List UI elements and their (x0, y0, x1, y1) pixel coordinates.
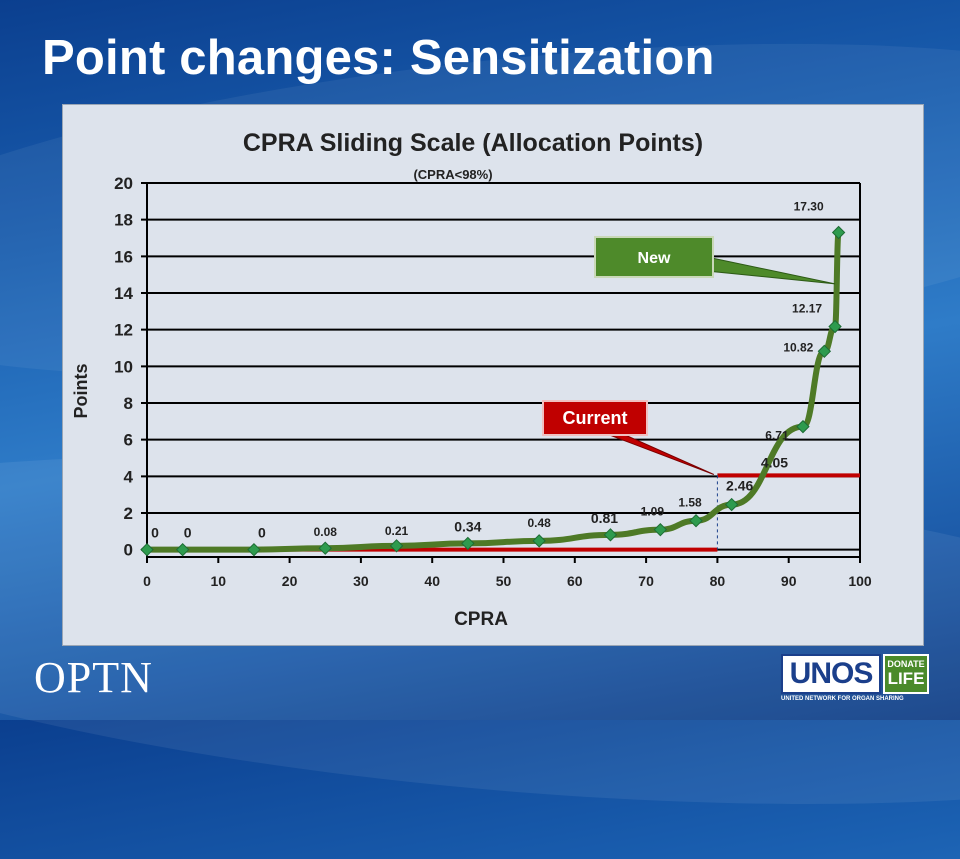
chart: CPRA Sliding Scale (Allocation Points) (… (71, 129, 872, 630)
data-label: 1.09 (641, 505, 665, 519)
data-point (318, 541, 332, 555)
data-label: 0.08 (314, 525, 338, 539)
current-callout-label: Current (562, 408, 627, 428)
new-callout-label: New (638, 250, 671, 267)
data-label: 0.81 (591, 510, 618, 526)
data-point (603, 528, 618, 542)
current-callout-box (542, 400, 648, 436)
data-label: 17.30 (794, 200, 824, 214)
data-point (653, 522, 668, 537)
donate-top-text: DONATE (887, 659, 925, 669)
y-tick-label: 0 (124, 541, 133, 560)
optn-logo: OPTN (34, 653, 153, 702)
unos-wordmark: UNOS (781, 654, 881, 694)
y-tick-label: 2 (124, 504, 133, 523)
chart-title: CPRA Sliding Scale (Allocation Points) (243, 129, 703, 157)
y-tick-label: 16 (114, 247, 133, 266)
data-label: 2.46 (726, 478, 753, 494)
data-point (831, 225, 846, 240)
data-point (389, 539, 404, 553)
x-tick-label: 60 (567, 573, 583, 589)
chart-panel: CPRA Sliding Scale (Allocation Points) (… (62, 104, 924, 646)
data-point (140, 542, 154, 557)
x-tick-label: 30 (353, 573, 369, 589)
data-point (796, 419, 810, 434)
data-point (828, 319, 842, 334)
data-label: 0 (258, 525, 266, 541)
x-tick-label: 90 (781, 573, 797, 589)
data-label: 4.05 (761, 454, 788, 470)
donate-life-badge: DONATE LIFE (883, 654, 929, 694)
data-point (532, 534, 546, 548)
x-tick-label: 80 (710, 573, 726, 589)
data-label: 0.21 (385, 524, 409, 538)
x-tick-label: 50 (496, 573, 512, 589)
data-point (817, 344, 832, 359)
data-label: 1.58 (678, 496, 702, 510)
data-label: 0.48 (527, 516, 551, 530)
new-callout-box (594, 236, 714, 278)
x-tick-label: 40 (424, 573, 440, 589)
donate-bottom-text: LIFE (887, 669, 925, 688)
x-tick-label: 20 (282, 573, 298, 589)
chart-subtitle: (CPRA<98%) (413, 167, 492, 182)
y-tick-label: 12 (114, 321, 133, 340)
data-point (689, 513, 703, 528)
y-axis-label: Points (71, 363, 91, 418)
data-label: 12.17 (792, 302, 822, 316)
y-tick-label: 8 (124, 394, 133, 413)
data-point (461, 536, 475, 551)
x-tick-label: 0 (143, 573, 151, 589)
y-tick-label: 20 (114, 174, 133, 193)
unos-logo: UNOS DONATE LIFE UNITED NETWORK FOR ORGA… (781, 654, 933, 702)
x-tick-label: 10 (211, 573, 227, 589)
new-callout-pointer (706, 256, 836, 285)
data-point (175, 542, 190, 557)
unos-tagline: UNITED NETWORK FOR ORGAN SHARING (781, 696, 904, 702)
x-tick-label: 100 (848, 573, 872, 589)
y-tick-label: 18 (114, 211, 133, 230)
data-point (724, 497, 739, 512)
y-tick-label: 10 (114, 357, 133, 376)
data-label: 0.34 (454, 518, 481, 534)
slide-title: Point changes: Sensitization (42, 31, 715, 85)
x-axis-label: CPRA (454, 609, 508, 630)
data-label: 0 (151, 525, 159, 541)
data-label: 0 (184, 525, 192, 541)
y-tick-label: 14 (114, 284, 133, 303)
data-point (247, 542, 261, 557)
data-label: 10.82 (783, 340, 813, 354)
data-label: 6.71 (765, 429, 789, 443)
x-tick-label: 70 (638, 573, 654, 589)
y-tick-label: 6 (124, 431, 133, 450)
y-tick-label: 4 (124, 467, 134, 486)
